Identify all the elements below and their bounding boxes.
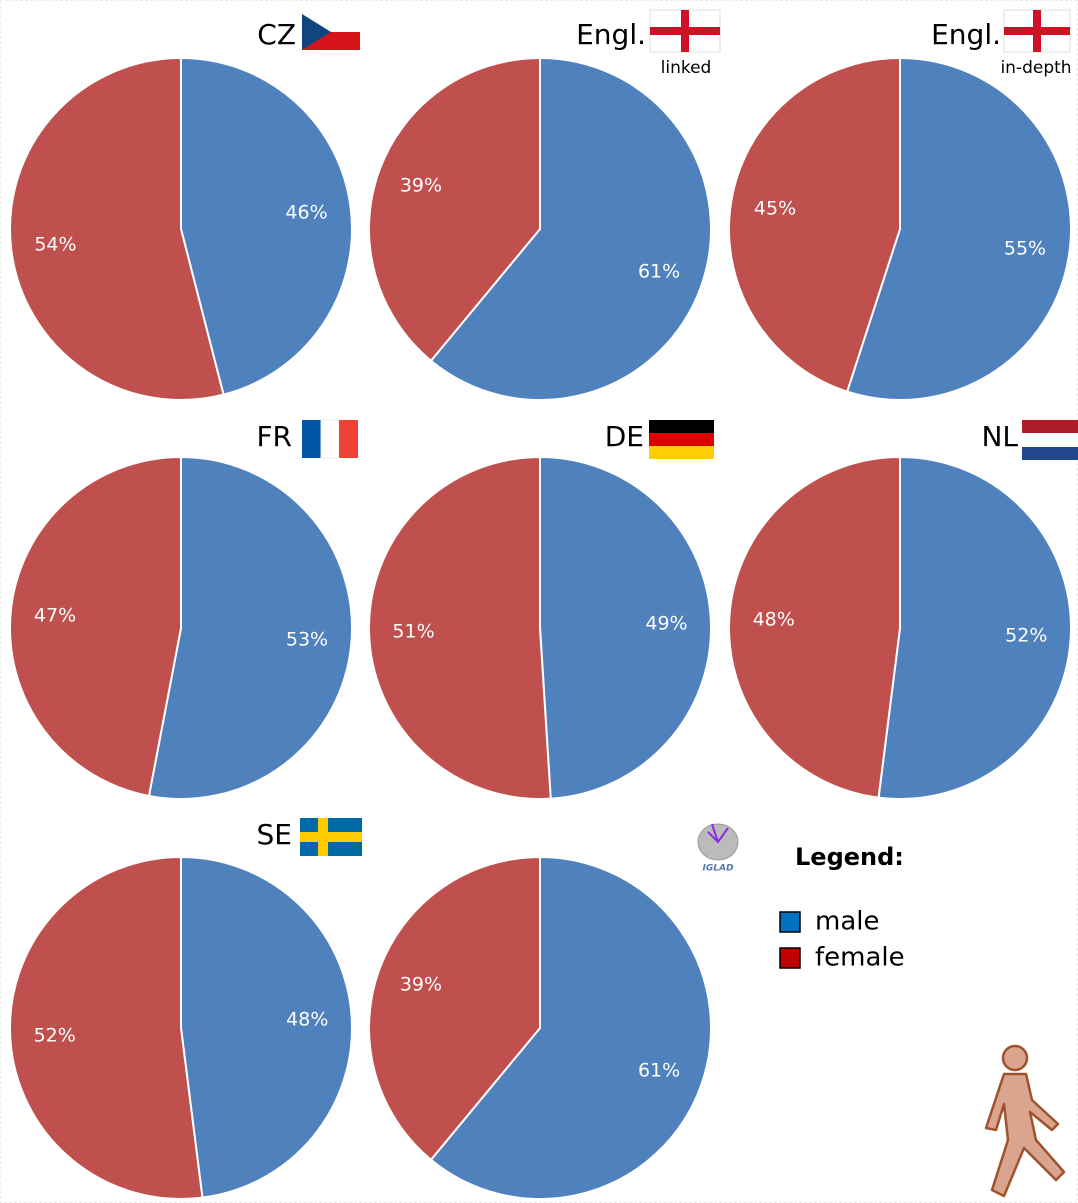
slice-label: 45% (754, 198, 796, 220)
flag-nl (1022, 420, 1078, 460)
pie-slice (727, 56, 901, 393)
slice-label: 52% (1005, 624, 1047, 646)
slice-label: 49% (645, 613, 687, 635)
pedestrian-icon (984, 1044, 1066, 1198)
pie-title: CZ (257, 18, 296, 51)
legend-swatch (779, 911, 801, 933)
pie-title: Engl. (931, 18, 1001, 51)
flag-de (649, 420, 714, 459)
slice-label: 51% (392, 620, 434, 642)
slice-label: 55% (1004, 237, 1046, 259)
pie-slice (368, 455, 552, 800)
pie-slice (539, 455, 713, 800)
flag-se (300, 818, 362, 856)
slice-label: 39% (400, 175, 442, 197)
pie-slice (845, 56, 1072, 401)
flag-fr (302, 419, 358, 459)
legend-label: female (815, 943, 905, 973)
pie-title: DE (605, 420, 644, 453)
pie-title: Engl. (576, 18, 646, 51)
slice-label: 53% (286, 628, 328, 650)
pie-slice (147, 455, 354, 800)
pie-slice (8, 855, 204, 1200)
pie-slice (727, 455, 901, 799)
pie-subtitle: linked (661, 58, 712, 78)
logo: IGLAD (697, 823, 739, 874)
logo-text: IGLAD (703, 864, 734, 874)
pie-slice (367, 56, 541, 363)
slice-label: 52% (34, 1024, 76, 1046)
slice-label: 48% (286, 1009, 328, 1031)
pie-slice (367, 855, 541, 1162)
flag-cz (302, 14, 360, 50)
slice-label: 47% (34, 605, 76, 627)
slice-label: 61% (638, 260, 680, 282)
slice-label: 39% (400, 974, 442, 996)
flag-england (1003, 9, 1071, 53)
legend-label: male (815, 907, 879, 937)
pie-slice (429, 56, 712, 401)
pie-subtitle: in-depth (1000, 58, 1071, 78)
pie-slice (877, 455, 1072, 800)
pie-title: NL (981, 420, 1018, 453)
pie-title: FR (256, 420, 292, 453)
legend-title: Legend: (795, 843, 904, 871)
pie-slice (429, 855, 712, 1200)
flag-england (649, 9, 721, 53)
pie-slice (180, 56, 354, 396)
slice-label: 54% (34, 233, 76, 255)
pie-slice (9, 455, 182, 798)
slice-label: 46% (285, 202, 327, 224)
pie-slice (180, 855, 353, 1199)
pie-title: SE (257, 818, 292, 851)
legend-swatch (779, 947, 801, 969)
pie-slice (9, 56, 225, 401)
slice-label: 61% (638, 1059, 680, 1081)
slice-label: 48% (753, 609, 795, 631)
